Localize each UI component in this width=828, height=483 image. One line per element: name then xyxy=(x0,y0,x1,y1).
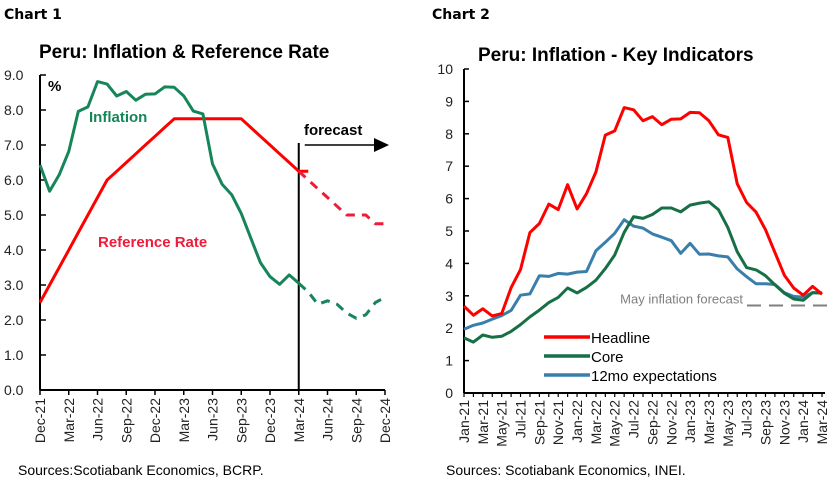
x-tick-label: Mar-24 xyxy=(814,400,828,445)
x-tick-label: Sep-22 xyxy=(118,398,134,443)
y-tick-label: 9.0 xyxy=(4,67,24,83)
chart-1-source: Sources:Scotiabank Economics, BCRP. xyxy=(18,462,264,478)
x-tick-label: Mar-24 xyxy=(291,398,307,443)
y-tick-label: 4.0 xyxy=(4,242,24,258)
chart-2-source: Sources: Scotiabank Economics, INEI. xyxy=(446,462,686,478)
x-tick-label: Dec-23 xyxy=(262,398,278,443)
chart-1-panel: Chart 1 Peru: Inflation & Reference Rate… xyxy=(4,7,393,478)
expectations-line xyxy=(463,218,823,331)
y-tick-label: 0.0 xyxy=(4,382,24,398)
x-tick-label: Nov-22 xyxy=(663,400,679,445)
chart-1-label: Chart 1 xyxy=(4,7,62,23)
y-tick-label: 7 xyxy=(445,158,453,174)
y-tick-label: 2 xyxy=(445,320,453,336)
y-tick-label: 8.0 xyxy=(4,102,24,118)
chart-2-label: Chart 2 xyxy=(432,7,490,23)
headline-line xyxy=(462,106,823,318)
y-tick-label: 5 xyxy=(445,223,453,239)
x-tick-label: Sep-22 xyxy=(644,400,660,445)
reference-rate-label: Reference Rate xyxy=(98,234,207,251)
legend-expectations-label: 12mo expectations xyxy=(591,368,717,385)
x-tick-label: Sep-21 xyxy=(531,400,547,445)
y-tick-label: 1.0 xyxy=(4,347,24,363)
x-tick-label: Jun-23 xyxy=(205,398,221,441)
x-tick-label: Nov-23 xyxy=(776,400,792,445)
x-tick-label: Jul-22 xyxy=(626,400,642,438)
may-forecast-label: May inflation forecast xyxy=(620,292,743,307)
chart-1-title: Peru: Inflation & Reference Rate xyxy=(39,42,330,63)
y-tick-label: 3 xyxy=(445,288,453,304)
x-tick-label: Dec-22 xyxy=(147,398,163,443)
legend-headline-label: Headline xyxy=(591,330,650,347)
y-tick-label: 0 xyxy=(445,385,453,401)
legend-core-label: Core xyxy=(591,349,624,366)
y-tick-label: 2.0 xyxy=(4,312,24,328)
y-tick-label: 8 xyxy=(445,126,453,142)
y-tick-label: 7.0 xyxy=(4,137,24,153)
y-tick-label: 6 xyxy=(445,191,453,207)
forecast-arrow-head-icon xyxy=(374,138,389,152)
reference-rate-forecast-line xyxy=(297,170,385,226)
x-tick-label: May-22 xyxy=(607,400,623,447)
y-unit-label: % xyxy=(48,78,61,95)
x-tick-label: Jan-24 xyxy=(795,400,811,443)
inflation-label: Inflation xyxy=(89,109,147,126)
x-tick-label: Sep-23 xyxy=(757,400,773,445)
x-tick-label: Dec-24 xyxy=(377,398,393,443)
x-tick-label: Mar-21 xyxy=(475,400,491,445)
inflation-line xyxy=(38,80,300,286)
y-tick-label: 5.0 xyxy=(4,207,24,223)
x-tick-label: Sep-24 xyxy=(348,398,364,443)
chart-1-plot: 0.0 1.0 2.0 3.0 4.0 5.0 6.0 7.0 8.0 9.0 Dec-21 Mar-… xyxy=(4,67,393,443)
x-tick-label: May-21 xyxy=(494,400,510,447)
x-tick-label: Jan-21 xyxy=(456,400,472,443)
x-tick-label: Nov-21 xyxy=(550,400,566,445)
x-tick-label: Jun-22 xyxy=(90,398,106,441)
reference-rate-line xyxy=(38,117,309,304)
y-tick-label: 10 xyxy=(437,61,453,77)
x-tick-label: Sep-23 xyxy=(233,398,249,443)
x-tick-label: Jan-22 xyxy=(569,400,585,443)
chart-2-title: Peru: Inflation - Key Indicators xyxy=(478,45,754,66)
y-tick-label: 4 xyxy=(445,255,453,271)
x-tick-label: Mar-22 xyxy=(61,398,77,443)
x-tick-label: Dec-21 xyxy=(32,398,48,443)
x-tick-label: Jul-23 xyxy=(739,400,755,438)
forecast-label: forecast xyxy=(304,122,362,139)
x-tick-label: Jan-23 xyxy=(682,400,698,443)
x-tick-label: Mar-23 xyxy=(176,398,192,443)
x-tick-label: Mar-22 xyxy=(588,400,604,445)
x-tick-label: Jun-24 xyxy=(320,398,336,441)
chart-2-panel: Chart 2 Peru: Inflation - Key Indicators… xyxy=(414,0,828,483)
y-tick-label: 9 xyxy=(445,93,453,109)
inflation-forecast-line xyxy=(297,282,386,320)
y-tick-label: 1 xyxy=(445,353,453,369)
x-tick-label: Jul-21 xyxy=(513,400,529,438)
core-line xyxy=(463,200,823,344)
y-tick-label: 3.0 xyxy=(4,277,24,293)
x-tick-label: Mar-23 xyxy=(701,400,717,445)
y-tick-label: 6.0 xyxy=(4,172,24,188)
x-tick-label: May-23 xyxy=(720,400,736,447)
